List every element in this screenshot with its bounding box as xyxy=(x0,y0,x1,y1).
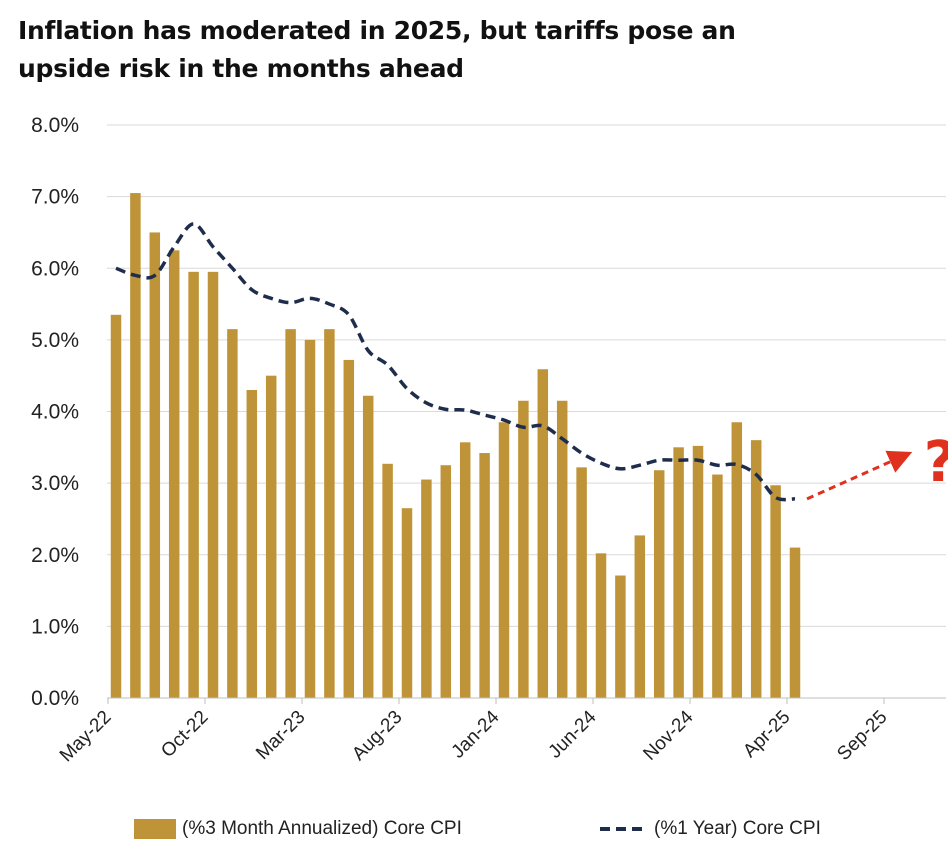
bar-Jan-24 xyxy=(498,422,510,698)
chart-title-line-2: upside risk in the months ahead xyxy=(18,54,464,83)
bar-Aug-22 xyxy=(168,250,180,698)
bar-Oct-24 xyxy=(673,447,684,698)
bar-Sep-24 xyxy=(653,470,665,698)
bar-Jun-23 xyxy=(362,395,374,698)
bar-Jan-25 xyxy=(731,422,743,698)
bar-Jul-23 xyxy=(382,463,393,698)
x-tick-label: Apr-25 xyxy=(739,707,794,762)
x-tick-label: Jan-24 xyxy=(448,706,504,762)
bar-Dec-23 xyxy=(479,453,490,698)
bar-Jul-24 xyxy=(615,575,626,698)
bar-series xyxy=(110,193,801,698)
bar-Jul-22 xyxy=(149,232,161,698)
bar-Mar-24 xyxy=(537,369,549,698)
legend-item-bar: (%3 Month Annualized) Core CPI xyxy=(134,818,462,840)
x-tick-label: May-22 xyxy=(56,707,116,767)
y-axis: 0.0% 1.0% 2.0% 3.0% 4.0% 5.0% 6.0% 7.0% 8.0% xyxy=(31,114,79,710)
bar-Dec-22 xyxy=(246,390,258,698)
x-tick-label: Mar-23 xyxy=(252,707,309,764)
legend: (%3 Month Annualized) Core CPI (%1 Year)… xyxy=(0,818,948,848)
bar-Nov-23 xyxy=(459,442,471,698)
bar-Oct-23 xyxy=(440,465,452,698)
bar-Jun-22 xyxy=(130,193,141,698)
bar-Aug-24 xyxy=(634,535,646,698)
legend-swatch-bar xyxy=(134,819,176,839)
x-tick-label: Aug-23 xyxy=(348,707,406,765)
x-tick-label: Oct-22 xyxy=(157,707,212,762)
bar-May-23 xyxy=(343,359,355,698)
bar-Aug-23 xyxy=(401,508,413,698)
y-tick-label: 4.0% xyxy=(31,401,79,424)
x-axis: May-22 Oct-22 Mar-23 Aug-23 Jan-24 Jun-24 Nov-… xyxy=(56,697,946,767)
bar-Nov-24 xyxy=(692,445,704,698)
y-tick-label: 5.0% xyxy=(31,329,79,352)
y-tick-label: 1.0% xyxy=(31,615,79,638)
bar-Feb-23 xyxy=(285,329,296,698)
x-tick-label: Sep-25 xyxy=(833,707,891,765)
legend-label-line: (%1 Year) Core CPI xyxy=(654,818,821,839)
chart-title: Inflation has moderated in 2025, but tar… xyxy=(18,12,918,88)
projection: ? xyxy=(806,430,948,501)
bar-May-22 xyxy=(110,314,122,698)
x-tick-label: Nov-24 xyxy=(639,706,697,764)
y-tick-label: 3.0% xyxy=(31,472,79,495)
bar-Mar-23 xyxy=(304,339,316,698)
projection-arrow xyxy=(806,450,913,501)
legend-item-line: (%1 Year) Core CPI xyxy=(600,818,821,840)
bar-Apr-25 xyxy=(789,547,801,698)
line-series xyxy=(115,222,796,502)
y-tick-label: 8.0% xyxy=(31,114,79,137)
bar-Dec-24 xyxy=(712,474,723,698)
y-tick-label: 6.0% xyxy=(31,257,79,280)
y-tick-label: 2.0% xyxy=(31,544,79,567)
bar-Feb-24 xyxy=(518,400,529,698)
bar-May-24 xyxy=(576,467,587,698)
x-tick-label: Jun-24 xyxy=(545,706,601,762)
bar-Sep-22 xyxy=(188,271,199,698)
bar-Feb-25 xyxy=(750,440,762,698)
question-mark-annotation: ? xyxy=(924,430,948,495)
bar-Jun-24 xyxy=(595,553,607,698)
y-tick-label: 0.0% xyxy=(31,687,79,710)
bar-Nov-22 xyxy=(227,329,238,698)
legend-label-bar: (%3 Month Annualized) Core CPI xyxy=(182,818,462,839)
bar-Sep-23 xyxy=(421,479,432,698)
bar-Oct-22 xyxy=(207,271,219,698)
chart-title-line-1: Inflation has moderated in 2025, but tar… xyxy=(18,16,736,45)
bar-Apr-23 xyxy=(324,329,335,698)
y-tick-label: 7.0% xyxy=(31,186,79,209)
legend-swatch-line xyxy=(600,827,648,831)
bar-Apr-24 xyxy=(556,400,568,698)
bar-Jan-23 xyxy=(265,375,277,698)
line-core-cpi-1y xyxy=(115,222,796,502)
bar-Mar-25 xyxy=(770,485,781,698)
